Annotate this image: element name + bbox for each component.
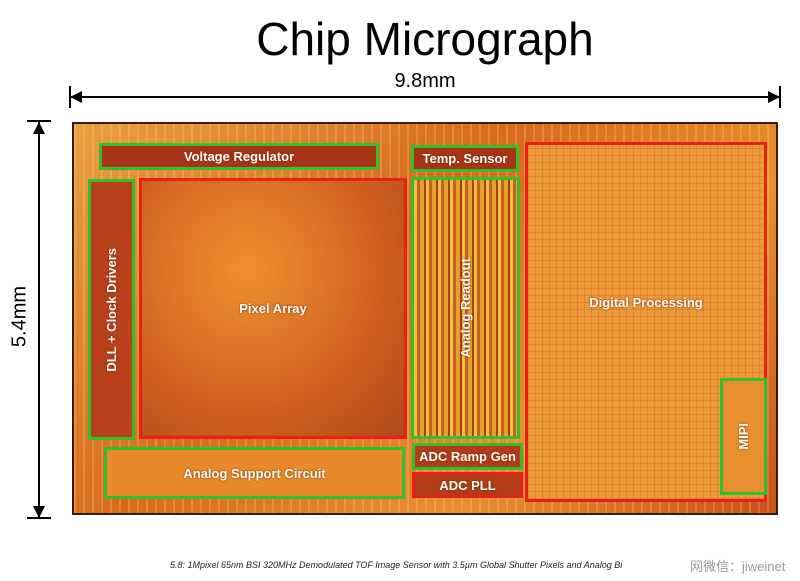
block-dll-clock-drivers: DLL + Clock Drivers (88, 179, 135, 440)
block-label: ADC Ramp Gen (419, 449, 516, 464)
block-label: Temp. Sensor (422, 151, 508, 166)
arrow-down-icon (33, 506, 45, 518)
arrow-right-icon (768, 91, 780, 103)
chip-micrograph: Voltage Regulator Temp. Sensor DLL + Clo… (72, 122, 778, 515)
block-label: Digital Processing (589, 294, 703, 310)
block-mipi: MIPI (720, 378, 767, 495)
block-label: Pixel Array (239, 301, 307, 316)
block-label: MIPI (736, 423, 751, 450)
figure-caption: 5.8: 1Mpixel 65nm BSI 320MHz Demodulated… (170, 560, 623, 570)
block-analog-readout: Analog Readout (411, 177, 520, 439)
arrow-up-icon (33, 122, 45, 134)
watermark: 网微信：jiweinet (690, 559, 786, 574)
block-analog-support-circuit: Analog Support Circuit (104, 447, 405, 499)
width-right-cap (779, 86, 781, 108)
height-bottom-cap (27, 517, 51, 519)
arrow-left-icon (70, 91, 82, 103)
block-voltage-regulator: Voltage Regulator (99, 143, 379, 170)
block-label: DLL + Clock Drivers (104, 247, 119, 372)
block-temp-sensor: Temp. Sensor (411, 145, 519, 172)
height-dimension-line (38, 122, 40, 518)
block-label: Analog Readout (458, 258, 473, 358)
block-pixel-array: Pixel Array (139, 178, 407, 439)
block-label: Voltage Regulator (183, 149, 295, 164)
width-dimension-label: 9.8mm (394, 70, 456, 92)
block-adc-pll: ADC PLL (412, 472, 523, 498)
height-top-cap (27, 120, 51, 122)
block-label: ADC PLL (439, 477, 496, 493)
width-dimension-line (70, 96, 780, 98)
block-label: Analog Support Circuit (183, 465, 326, 481)
block-adc-ramp-gen: ADC Ramp Gen (412, 443, 523, 470)
diagram-title: Chip Micrograph (256, 13, 594, 65)
height-dimension-label: 5.4mm (8, 285, 31, 348)
